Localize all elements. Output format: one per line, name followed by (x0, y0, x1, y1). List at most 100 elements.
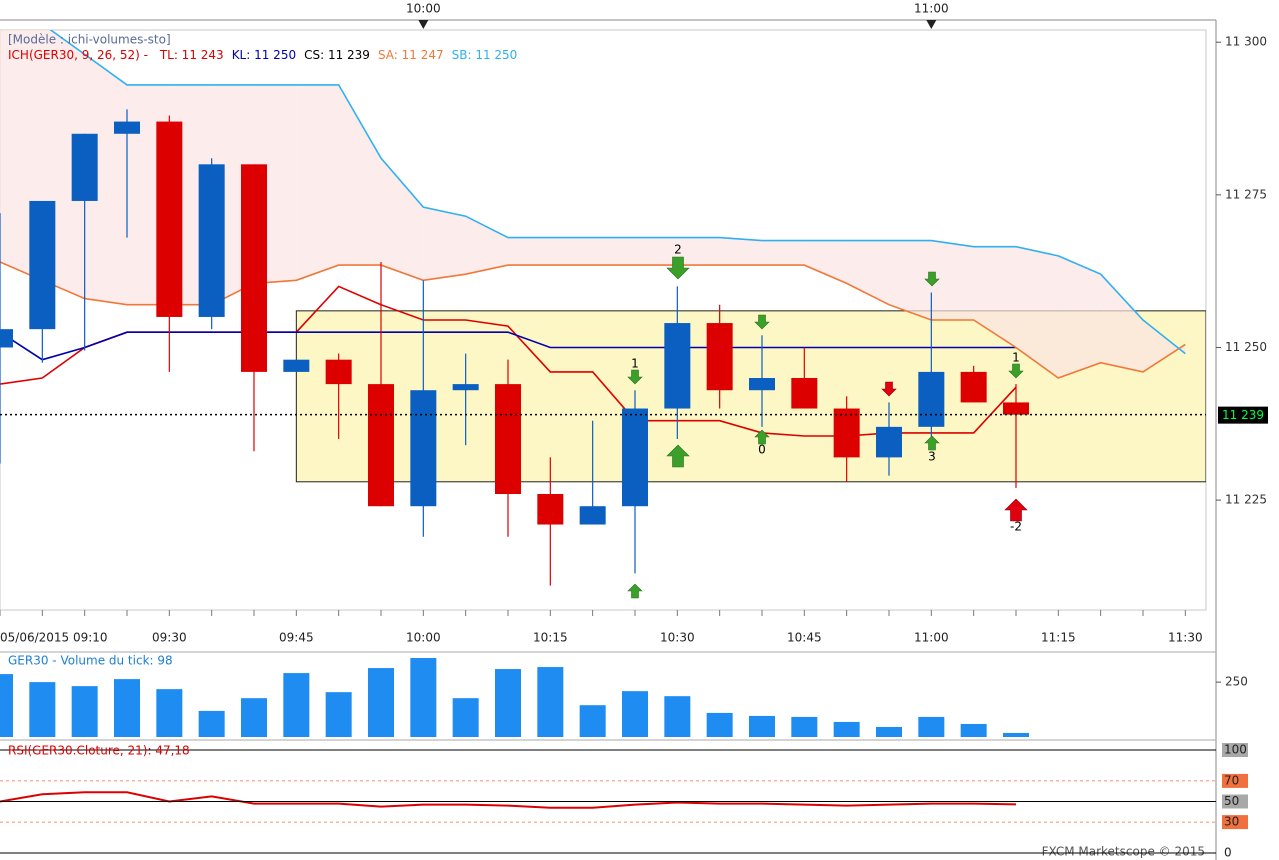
legend-prefix: ICH(GER30, 9, 26, 52) - (8, 48, 152, 62)
cloud (296, 84, 339, 281)
x-tick-label: 10:00 (406, 631, 441, 645)
cloud (465, 216, 508, 275)
volume-panel (0, 658, 1029, 737)
volume-bar (494, 669, 521, 737)
candle-body (113, 121, 140, 134)
candle-body (410, 390, 437, 507)
candle-body (367, 384, 394, 507)
rsi-line (0, 791, 1017, 809)
x-tick-label: 11:00 (914, 631, 949, 645)
y-tick-label: 11 225 (1225, 493, 1267, 507)
top-time-label: 11:00 (914, 2, 949, 16)
candle-body (198, 164, 225, 317)
candle-body (918, 371, 945, 427)
cloud (84, 54, 127, 305)
cloud (1015, 246, 1059, 378)
main-panel (0, 30, 1206, 586)
x-tick-label: 10:15 (533, 631, 568, 645)
x-tick-label: 11:30 (1168, 631, 1203, 645)
y-tick-label: 30 (1224, 815, 1239, 829)
legend-entry: KL: 11 250 (232, 48, 296, 62)
volume-bar (1002, 732, 1029, 737)
footer: FXCM Marketscope © 2015 (1042, 845, 1205, 859)
signal-label: 1 (1012, 351, 1020, 365)
last-price-box (1218, 406, 1268, 424)
cloud (634, 237, 678, 266)
signal-label: 3 (928, 450, 936, 464)
y-tick-label: 70 (1224, 773, 1239, 787)
volume-bar (748, 715, 775, 737)
x-tick-label: 09:30 (152, 631, 187, 645)
tick-box (1222, 743, 1248, 757)
y-tick-label: 11 250 (1225, 340, 1267, 354)
cloud (931, 240, 974, 320)
candle-body (0, 329, 13, 348)
signal-arrow (754, 314, 770, 330)
volume-bar (240, 698, 267, 737)
y-tick-label: 100 (1224, 743, 1247, 757)
volume-bar (113, 679, 140, 737)
cloud (507, 237, 551, 266)
time-marker (926, 20, 937, 29)
cloud (1142, 320, 1186, 372)
candle-body (29, 200, 56, 330)
signal-label: 1 (631, 357, 639, 371)
volume-bar (0, 674, 13, 737)
candle-body (875, 426, 902, 458)
legend-entry: TL: 11 243 (159, 48, 224, 62)
volume-bar (791, 716, 818, 737)
y-tick-label: 0 (1224, 846, 1232, 860)
signal-label: -2 (1010, 520, 1022, 534)
x-tick-label: 05/06/2015 09:10 (0, 631, 108, 645)
volume-bar (537, 667, 564, 737)
cloud (888, 240, 932, 320)
volume-bar (579, 705, 606, 737)
volume-bar (71, 686, 98, 737)
signal-label: 0 (758, 443, 766, 457)
tick-box (1222, 773, 1248, 788)
candle-body (537, 494, 564, 525)
candle-body (494, 384, 521, 494)
indicator-line (0, 261, 1186, 379)
volume-bar (664, 696, 691, 737)
cloud (550, 237, 593, 266)
cloud (1100, 274, 1143, 372)
candle-body (706, 323, 733, 391)
legend-entry: SA: 11 247 (378, 48, 444, 62)
cloud (719, 237, 762, 266)
volume-bar (452, 698, 479, 737)
candle-body (452, 384, 479, 391)
x-tick-label: 11:15 (1041, 631, 1076, 645)
candle-body (960, 371, 987, 403)
signal-arrow (666, 444, 690, 468)
candle-body (240, 164, 267, 372)
candle-body (621, 408, 648, 507)
y-tick-label: 11 275 (1225, 187, 1267, 201)
candle-body (664, 323, 691, 409)
cloud (338, 84, 381, 266)
legend: ICH(GER30, 9, 26, 52) - TL: 11 243 KL: 11… (8, 48, 517, 62)
volume-bar (198, 710, 225, 737)
volume-bar (960, 723, 987, 737)
volume-bar (410, 658, 437, 737)
volume-bar (283, 673, 310, 737)
y-tick-label: 250 (1225, 675, 1248, 689)
cloud (846, 240, 889, 305)
volume-bar (833, 721, 860, 737)
y-tick-label: 11 300 (1225, 35, 1267, 49)
cloud (677, 237, 720, 266)
candle-body (283, 359, 310, 372)
signal-arrow (627, 369, 643, 385)
volume-bar (156, 689, 183, 737)
signal-arrow (924, 271, 940, 287)
time-marker (418, 20, 429, 29)
volume-bar (918, 716, 945, 737)
candle-body (156, 121, 183, 317)
x-tick-label: 10:30 (660, 631, 695, 645)
candle-body (71, 133, 98, 201)
legend-entry: CS: 11 239 (304, 48, 370, 62)
signal-arrow (754, 429, 770, 445)
candle-body (579, 506, 606, 525)
